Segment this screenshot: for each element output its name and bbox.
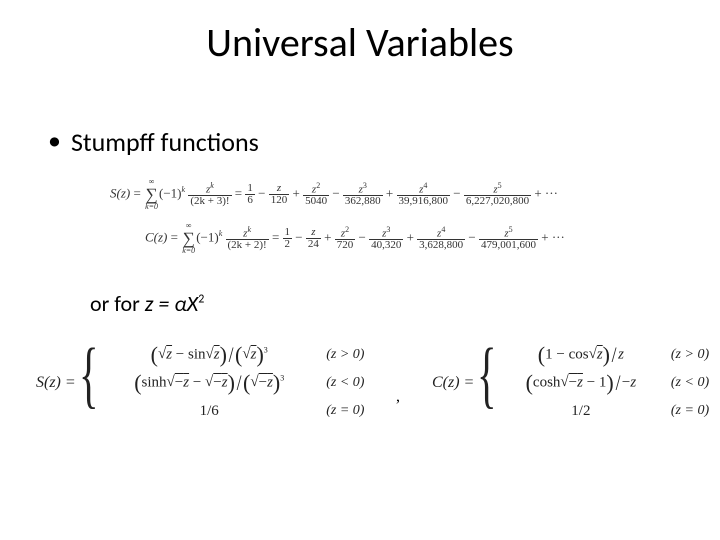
slide: Universal Variables • Stumpff functions S…: [0, 0, 720, 540]
orfor-plain: or for: [90, 290, 145, 317]
comma-separator: ,: [396, 388, 400, 406]
case-cond: (z = 0): [657, 403, 709, 419]
case-expr: (z − sinz)/(z)3: [106, 342, 312, 368]
case-cond: (z < 0): [312, 375, 364, 391]
orfor-line: or for z = αX2: [90, 290, 204, 317]
case-expr: (sinh−z − −z)/(−z)3: [106, 370, 312, 396]
slide-title: Universal Variables: [0, 18, 720, 67]
piecewise-s: S(z) = { (z − sinz)/(z)3(z > 0)(sinh−z −…: [36, 342, 364, 424]
case-row: (sinh−z − −z)/(−z)3(z < 0): [106, 370, 364, 396]
orfor-exp: 2: [198, 293, 204, 307]
orfor-ital: z = αX: [145, 290, 198, 317]
case-cond: (z > 0): [657, 347, 709, 363]
piecewise-c-lhs: C(z) =: [432, 374, 474, 392]
case-row: 1/6(z = 0): [106, 398, 364, 424]
piecewise-s-lhs: S(z) =: [36, 374, 76, 392]
brace-icon: {: [477, 338, 497, 424]
brace-icon: {: [79, 338, 99, 424]
piecewise-c: C(z) = { (1 − cosz)/z(z > 0)(cosh−z − 1)…: [432, 342, 709, 424]
case-expr: 1/2: [505, 403, 657, 420]
equation-series-c: C(z) = ∞∑k=0(−1)k zk(2k + 2)! = 12 − z24…: [145, 222, 565, 255]
bullet-text: Stumpff functions: [71, 126, 259, 158]
case-row: (cosh−z − 1)/−z(z < 0): [505, 370, 709, 396]
case-cond: (z = 0): [312, 403, 364, 419]
case-expr: (cosh−z − 1)/−z: [505, 370, 657, 396]
case-cond: (z > 0): [312, 347, 364, 363]
case-row: (1 − cosz)/z(z > 0): [505, 342, 709, 368]
case-expr: (1 − cosz)/z: [505, 342, 657, 368]
case-cond: (z < 0): [657, 375, 709, 391]
bullet-dot: •: [48, 124, 61, 156]
case-row: 1/2(z = 0): [505, 398, 709, 424]
case-expr: 1/6: [106, 403, 312, 420]
equation-series-s: S(z) = ∞∑k=0(−1)k zk(2k + 3)! = 16 − z12…: [110, 178, 558, 211]
bullet-stumpff: • Stumpff functions: [48, 126, 259, 158]
case-row: (z − sinz)/(z)3(z > 0): [106, 342, 364, 368]
